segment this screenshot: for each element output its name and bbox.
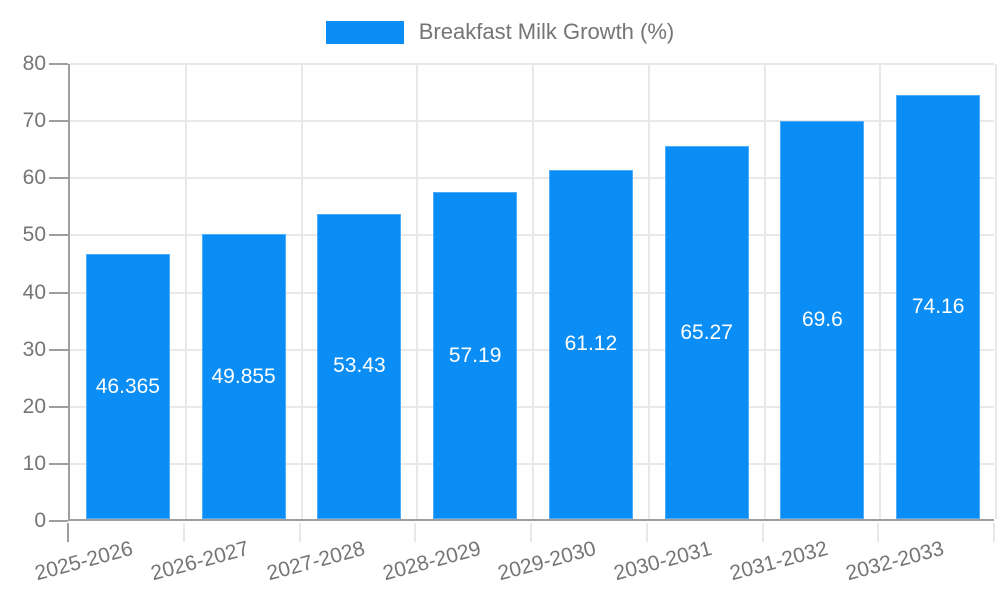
x-tick-label: 2025-2026 <box>32 537 136 586</box>
y-tick-label: 50 <box>22 223 46 247</box>
bar-2032-2033: 74.16 <box>896 95 981 519</box>
bar-value-label: 49.855 <box>211 364 276 388</box>
bar-2031-2032: 69.6 <box>780 121 865 519</box>
legend-label: Breakfast Milk Growth (%) <box>418 19 675 44</box>
y-tick-mark <box>49 177 68 180</box>
y-tick-mark <box>49 63 68 65</box>
x-tick-label: 2031-2032 <box>727 537 831 586</box>
legend-swatch <box>325 20 404 44</box>
bar-value-label: 53.43 <box>333 354 386 378</box>
bar-value-label: 46.365 <box>95 374 160 398</box>
y-tick-mark <box>49 234 68 237</box>
x-tick-label: 2027-2028 <box>264 537 368 586</box>
x-tick-label: 2026-2027 <box>148 537 252 586</box>
y-tick-label: 70 <box>22 109 46 133</box>
x-tick-label: 2030-2031 <box>611 537 715 586</box>
x-tick-mark <box>298 523 301 542</box>
x-tick-mark <box>530 523 532 542</box>
x-tick-label: 2032-2033 <box>843 537 947 586</box>
y-tick-label: 40 <box>22 280 46 304</box>
gridline-vertical <box>184 64 187 519</box>
gridline-vertical <box>300 64 303 519</box>
gridline-vertical <box>879 64 882 519</box>
x-tick-mark <box>645 523 648 542</box>
bar-2029-2030: 61.12 <box>548 169 633 519</box>
gridline-vertical <box>763 64 766 519</box>
x-tick-mark <box>993 523 995 542</box>
legend: Breakfast Milk Growth (%) <box>0 19 1000 45</box>
y-tick-mark <box>49 462 68 465</box>
x-tick-mark <box>414 523 417 542</box>
bar-value-label: 61.12 <box>564 332 618 356</box>
bar-value-label: 65.27 <box>680 320 733 344</box>
y-tick-label: 30 <box>22 337 46 361</box>
x-tick-mark <box>761 523 764 542</box>
gridline-vertical <box>995 64 997 519</box>
y-tick-mark <box>49 520 68 522</box>
bar-value-label: 74.16 <box>911 295 965 319</box>
gridline-vertical <box>532 64 534 519</box>
bar-2027-2028: 53.43 <box>317 213 402 519</box>
bar-2030-2031: 65.27 <box>664 146 749 519</box>
y-tick-label: 20 <box>22 394 46 418</box>
bar-2026-2027: 49.855 <box>201 234 286 519</box>
bar-value-label: 69.6 <box>801 308 843 332</box>
x-tick-label: 2028-2029 <box>380 537 484 586</box>
x-tick-mark <box>877 523 880 542</box>
plot-area: 46.365 49.855 53.43 57.19 61.12 65.27 69.6 74.1… <box>68 63 997 521</box>
y-tick-label: 10 <box>22 451 46 475</box>
y-tick-label: 80 <box>22 52 46 75</box>
bar-value-label: 57.19 <box>448 343 502 367</box>
x-tick-mark <box>182 523 185 542</box>
y-tick-mark <box>49 120 68 123</box>
y-tick-label: 60 <box>22 166 46 190</box>
y-tick-mark <box>49 291 68 294</box>
bar-2025-2026: 46.365 <box>85 254 170 519</box>
y-tick-mark <box>49 348 68 351</box>
y-tick-mark <box>49 405 68 408</box>
bar-2028-2029: 57.19 <box>433 192 518 519</box>
gridline-vertical <box>416 64 419 519</box>
y-tick-label: 0 <box>34 509 46 532</box>
x-tick-mark <box>67 523 69 542</box>
x-tick-label: 2029-2030 <box>495 537 599 586</box>
gridline-vertical <box>647 64 650 519</box>
